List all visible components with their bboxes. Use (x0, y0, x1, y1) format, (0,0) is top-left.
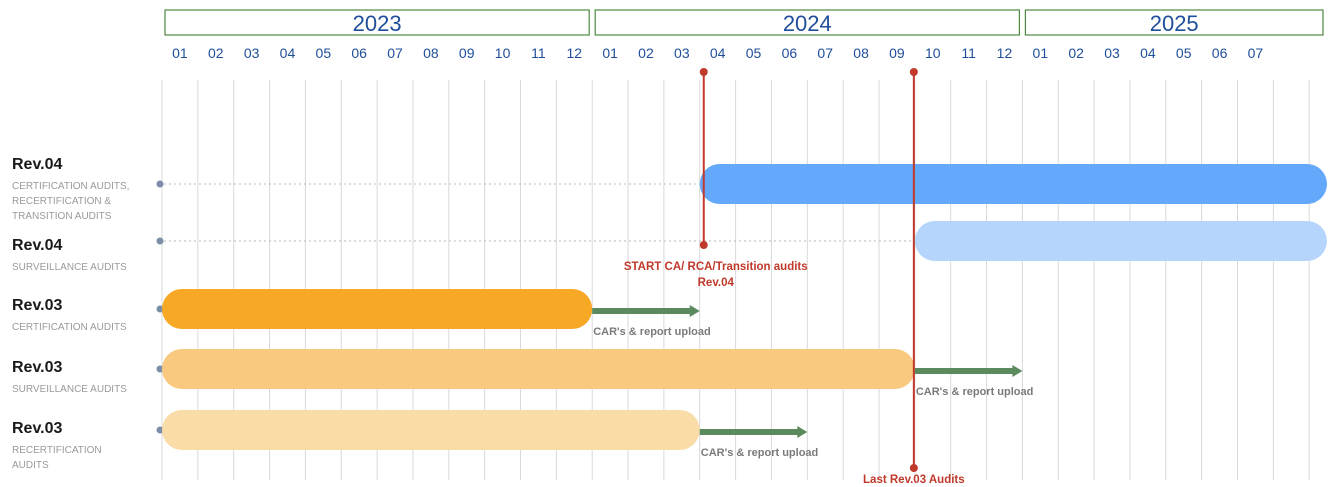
month-label: 04 (710, 45, 726, 61)
arrow-head (689, 305, 700, 317)
row-title: Rev.03 (12, 297, 63, 314)
milestone-dot (909, 68, 918, 76)
arrow-head (797, 426, 808, 438)
milestone-label: START CA/ RCA/Transition audits (624, 261, 808, 273)
month-label: 07 (387, 45, 403, 61)
row-title: Rev.04 (12, 156, 63, 173)
arrow-label: CAR's & report upload (593, 326, 711, 338)
year-label: 2024 (783, 11, 832, 36)
month-label: 11 (961, 45, 976, 61)
month-label: 07 (1248, 45, 1264, 61)
month-label: 02 (638, 45, 654, 61)
year-label: 2023 (353, 11, 402, 36)
row-title: Rev.04 (12, 237, 63, 254)
month-label: 10 (925, 45, 941, 61)
row-subtitle: RECERTIFICATION AUDITS (12, 445, 102, 471)
row-subtitle: SURVEILLANCE AUDITS (12, 384, 127, 395)
month-label: 05 (316, 45, 332, 61)
month-label: 10 (495, 45, 511, 61)
month-label: 06 (351, 45, 367, 61)
row-subtitle: CERTIFICATION AUDITS, RECERTIFICATION & … (12, 181, 130, 222)
month-label: 12 (566, 45, 582, 61)
timeline-bar (162, 349, 915, 389)
arrow-head (1012, 365, 1023, 377)
year-box (594, 9, 1021, 36)
timeline-bar (914, 221, 1327, 261)
milestone-label: Rev.04 (698, 277, 735, 289)
arrow-shaft (592, 308, 692, 314)
row-subtitle: SURVEILLANCE AUDITS (12, 262, 127, 273)
arrow-label: CAR's & report upload (916, 386, 1034, 398)
month-label: 05 (746, 45, 762, 61)
month-label: 08 (423, 45, 439, 61)
timeline-bar (162, 289, 593, 329)
milestone-label: Last Rev.03 Audits (863, 474, 965, 486)
month-label: 04 (1140, 45, 1156, 61)
row-dot (156, 237, 164, 245)
month-label: 01 (602, 45, 618, 61)
milestone-dot (699, 241, 708, 249)
month-label: 09 (459, 45, 475, 61)
month-label: 11 (531, 45, 546, 61)
month-label: 08 (853, 45, 869, 61)
month-label: 03 (674, 45, 690, 61)
month-label: 09 (889, 45, 905, 61)
arrow-shaft (914, 368, 1015, 374)
row-dot (156, 365, 164, 373)
year-label: 2025 (1150, 11, 1199, 36)
month-label: 01 (172, 45, 188, 61)
month-label: 02 (1068, 45, 1084, 61)
year-box (164, 9, 590, 36)
arrow-shaft (699, 429, 800, 435)
month-label: 07 (817, 45, 833, 61)
year-box (1024, 9, 1324, 36)
month-label: 01 (1033, 45, 1049, 61)
milestone-dot (909, 464, 918, 472)
month-label: 04 (280, 45, 296, 61)
row-dot (156, 305, 164, 313)
month-label: 12 (997, 45, 1013, 61)
row-title: Rev.03 (12, 420, 63, 437)
row-title: Rev.03 (12, 359, 63, 376)
row-dot (156, 180, 164, 188)
row-subtitle: CERTIFICATION AUDITS (12, 322, 127, 333)
milestone-dot (699, 68, 708, 76)
timeline-bar (699, 164, 1327, 204)
month-label: 06 (782, 45, 798, 61)
month-label: 03 (244, 45, 260, 61)
arrow-label: CAR's & report upload (701, 447, 819, 459)
month-label: 02 (208, 45, 224, 61)
timeline-bar (162, 410, 700, 450)
month-label: 06 (1212, 45, 1228, 61)
month-label: 05 (1176, 45, 1192, 61)
month-label: 03 (1104, 45, 1120, 61)
row-dot (156, 426, 164, 434)
